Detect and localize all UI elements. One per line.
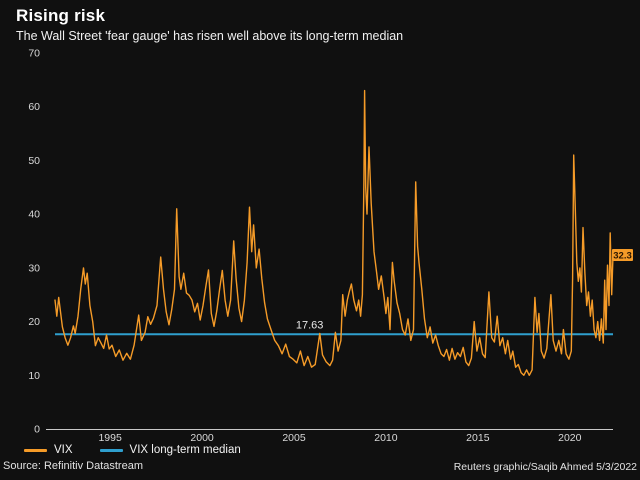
end-value-box [612,249,633,262]
vix-line-swatch [24,448,47,452]
vix-line [54,89,614,376]
y-tick-label: 70 [28,48,40,60]
legend-item-median: VIX long-term median [99,444,241,456]
x-tick-label: 1995 [98,432,122,444]
y-tick-label: 0 [34,424,40,436]
x-tick-label: 2005 [282,432,306,444]
y-tick-label: 60 [28,101,40,113]
chart-legend: VIX VIX long-term median [24,444,241,456]
x-tick-label: 2015 [466,432,490,444]
end-value-label: 32.3 [613,251,632,262]
x-tick-label: 2020 [558,432,582,444]
x-tick-label: 2010 [374,432,398,444]
source-credit: Source: Refinitiv Datastream [3,460,143,472]
median-line-swatch [99,448,123,452]
legend-item-vix: VIX [24,444,73,456]
y-tick-label: 40 [28,209,40,221]
y-tick-label: 10 [28,370,40,382]
y-tick-label: 30 [28,262,40,274]
legend-label-vix: VIX [54,444,73,456]
y-tick-label: 50 [28,155,40,167]
page-title: Rising risk [16,6,106,25]
y-tick-label: 20 [28,316,40,328]
x-tick-label: 2000 [190,432,214,444]
chart-subtitle: The Wall Street 'fear gauge' has risen w… [16,29,404,43]
median-value-label: 17.63 [296,319,324,331]
reuters-credit: Reuters graphic/Saqib Ahmed 5/3/2022 [453,461,637,473]
legend-label-median: VIX long-term median [129,444,241,456]
